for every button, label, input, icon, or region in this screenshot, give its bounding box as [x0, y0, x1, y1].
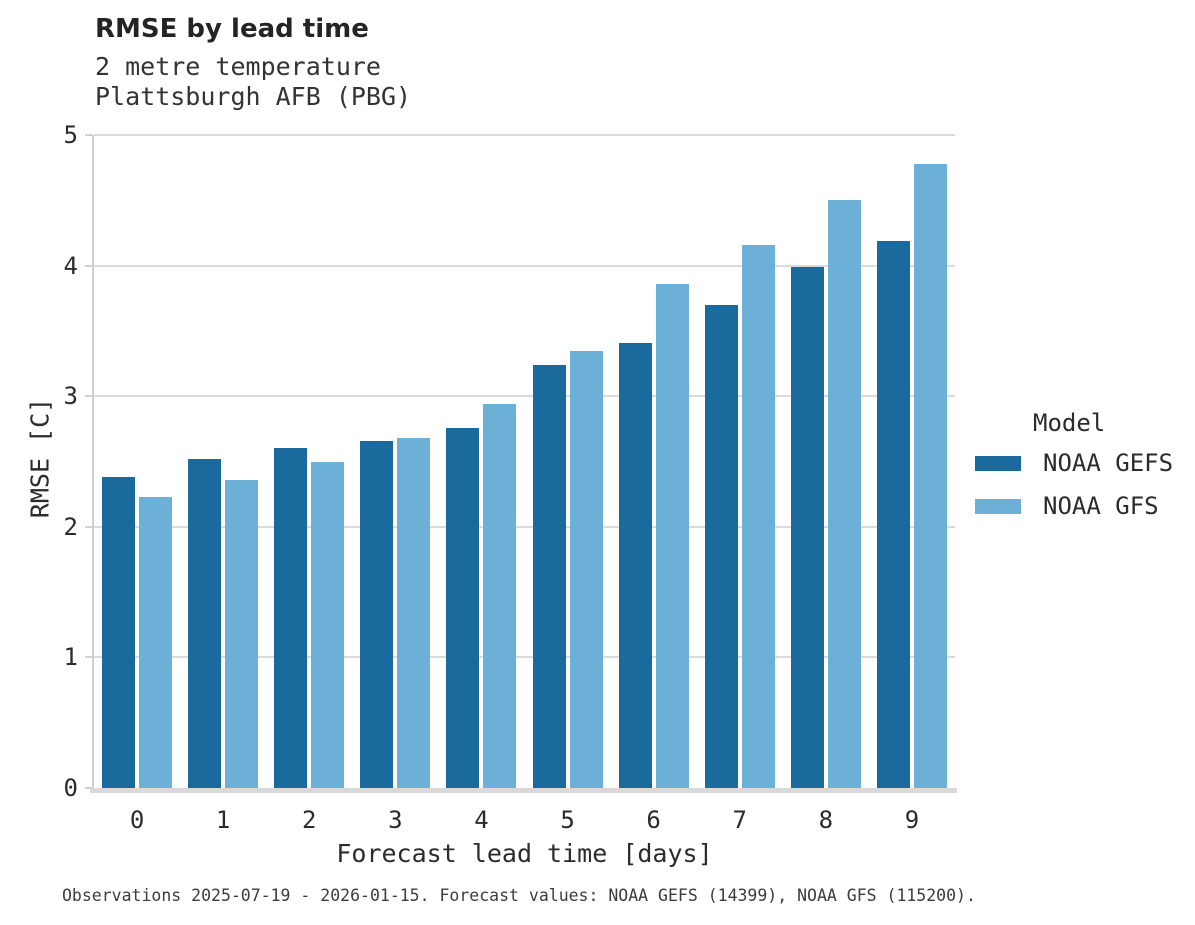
bar-noaa-gfs-day-6 — [655, 283, 689, 788]
legend: Model NOAA GEFS NOAA GFS — [975, 408, 1173, 534]
y-tick-mark-0 — [85, 787, 92, 789]
bar-noaa-gefs-day-6 — [618, 342, 652, 788]
noaa-gfs-swatch-icon — [975, 498, 1021, 514]
chart-subtitle-station: Plattsburgh AFB (PBG) — [95, 82, 412, 111]
x-tick-label-6: 6 — [646, 806, 661, 834]
bar-noaa-gefs-day-8 — [790, 266, 824, 788]
bar-noaa-gefs-day-1 — [188, 458, 222, 788]
y-tick-label-3: 3 — [63, 382, 78, 411]
bar-noaa-gfs-day-7 — [741, 244, 775, 788]
x-tick-label-8: 8 — [818, 806, 834, 834]
x-axis-baseline — [90, 788, 957, 793]
bar-noaa-gfs-day-4 — [483, 404, 517, 788]
y-tick-mark-1 — [85, 656, 92, 659]
gridline-y-3 — [94, 395, 955, 398]
x-tick-label-4: 4 — [474, 806, 489, 834]
bar-noaa-gefs-day-7 — [704, 304, 738, 788]
y-tick-label-4: 4 — [63, 251, 78, 280]
x-tick-label-3: 3 — [388, 806, 403, 834]
bar-noaa-gfs-day-1 — [225, 479, 259, 788]
bar-noaa-gfs-day-2 — [311, 461, 345, 788]
gridline-y-1 — [94, 656, 955, 659]
gridline-y-2 — [94, 525, 955, 528]
bar-noaa-gefs-day-0 — [102, 477, 136, 788]
x-tick-label-9: 9 — [904, 806, 920, 834]
x-axis-title: Forecast lead time [days] — [336, 839, 713, 868]
x-tick-label-7: 7 — [732, 806, 747, 834]
noaa-gefs-swatch-icon — [975, 455, 1021, 471]
chart-subtitle-variable: 2 metre temperature — [95, 52, 381, 81]
legend-item-noaa-gefs: NOAA GEFS — [975, 448, 1173, 478]
x-tick-label-1: 1 — [215, 806, 231, 834]
y-tick-mark-3 — [85, 395, 92, 398]
gridline-y-4 — [94, 264, 955, 267]
legend-item-noaa-gfs: NOAA GFS — [975, 491, 1173, 521]
y-tick-label-5: 5 — [63, 121, 78, 149]
y-tick-label-1: 1 — [63, 643, 78, 672]
bar-noaa-gefs-day-4 — [446, 427, 480, 788]
bar-noaa-gefs-day-5 — [532, 364, 566, 788]
bar-noaa-gfs-day-8 — [827, 200, 861, 788]
x-tick-label-5: 5 — [560, 806, 575, 834]
bar-noaa-gefs-day-9 — [876, 240, 910, 788]
bar-noaa-gfs-day-5 — [569, 350, 603, 788]
y-tick-mark-2 — [85, 525, 92, 528]
legend-label-noaa-gfs: NOAA GFS — [1043, 492, 1159, 520]
y-axis-title: RMSE [C] — [25, 397, 55, 519]
y-tick-label-2: 2 — [63, 512, 78, 541]
x-tick-label-0: 0 — [129, 806, 145, 834]
bar-noaa-gfs-day-0 — [139, 496, 173, 788]
chart-title: RMSE by lead time — [95, 14, 369, 44]
y-tick-mark-5 — [85, 134, 92, 136]
plot-area: Forecast lead time [days] 0 1 2 3 4 5 0 1 2 3 4 5 6 7… — [64, 121, 957, 868]
y-axis-spine — [92, 135, 94, 793]
legend-label-noaa-gefs: NOAA GEFS — [1043, 449, 1174, 477]
bar-noaa-gfs-day-9 — [913, 163, 947, 788]
bar-noaa-gfs-day-3 — [397, 438, 431, 788]
gridline-y-5 — [94, 134, 955, 136]
legend-title: Model — [1033, 409, 1106, 437]
footnote: Observations 2025-07-19 - 2026-01-15. Fo… — [62, 886, 976, 905]
bar-noaa-gefs-day-2 — [274, 448, 308, 788]
y-tick-label-0: 0 — [63, 774, 78, 802]
bar-noaa-gefs-day-3 — [360, 440, 394, 788]
x-tick-label-2: 2 — [302, 806, 317, 834]
y-tick-mark-4 — [85, 264, 92, 267]
